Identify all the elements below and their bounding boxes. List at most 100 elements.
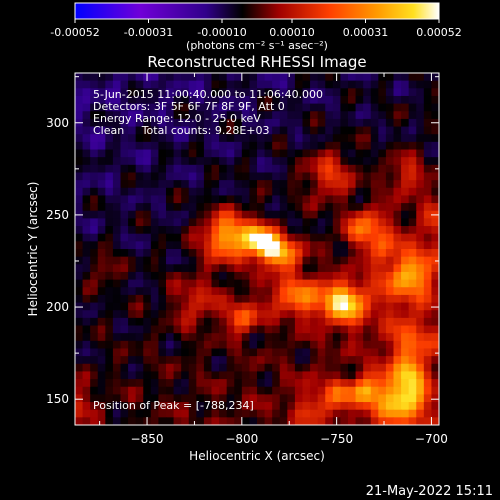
heatmap-cell xyxy=(325,287,334,296)
heatmap-cell xyxy=(90,287,99,296)
heatmap-cell xyxy=(408,195,417,204)
heatmap-cell xyxy=(105,417,114,425)
heatmap-cell xyxy=(203,302,213,311)
heatmap-cell xyxy=(370,409,379,418)
heatmap-cell xyxy=(348,356,357,365)
heatmap-cell xyxy=(166,187,175,197)
heatmap-cell xyxy=(370,157,379,166)
heatmap-cell xyxy=(385,340,395,350)
heatmap-cell xyxy=(249,379,258,388)
heatmap-cell xyxy=(325,233,334,242)
heatmap-cell xyxy=(287,172,296,181)
heatmap-cell xyxy=(97,80,106,89)
heatmap-cell xyxy=(355,256,364,265)
heatmap-cell xyxy=(325,256,334,265)
heatmap-cell xyxy=(135,402,144,411)
heatmap-cell xyxy=(385,294,395,304)
heatmap-cell xyxy=(211,172,220,181)
heatmap-cell xyxy=(370,149,379,158)
heatmap-cell xyxy=(150,386,160,395)
heatmap-cell xyxy=(363,302,372,311)
heatmap-cell xyxy=(279,180,288,189)
heatmap-cell xyxy=(348,279,357,288)
heatmap-cell xyxy=(226,103,235,112)
heatmap-cell xyxy=(378,210,387,219)
heatmap-cell xyxy=(340,379,349,388)
heatmap-cell xyxy=(378,249,387,258)
heatmap-cell xyxy=(264,180,273,189)
heatmap-cell xyxy=(150,271,160,281)
heatmap-cell xyxy=(317,340,326,350)
heatmap-cell xyxy=(401,279,410,288)
heatmap-cell xyxy=(203,164,213,174)
heatmap-cell xyxy=(363,195,372,204)
heatmap-cell xyxy=(257,340,266,350)
heatmap-cell xyxy=(355,264,364,273)
heatmap-cell xyxy=(423,141,433,151)
heatmap-cell xyxy=(249,241,258,250)
heatmap-cell xyxy=(234,333,243,342)
heatmap-cell xyxy=(332,287,342,296)
heatmap-cell xyxy=(370,394,379,403)
heatmap-cell xyxy=(143,111,152,120)
heatmap-cell xyxy=(97,180,106,189)
heatmap-cell xyxy=(181,180,190,189)
heatmap-cell xyxy=(332,141,342,151)
heatmap-cell xyxy=(249,340,258,350)
heatmap-cell xyxy=(340,394,349,403)
heatmap-cell xyxy=(355,310,364,319)
heatmap-cell xyxy=(90,80,99,89)
heatmap-cell xyxy=(416,279,425,288)
heatmap-cell xyxy=(423,180,433,189)
heatmap-cell xyxy=(310,348,319,357)
heatmap-cell xyxy=(112,103,122,112)
heatmap-cell xyxy=(173,241,182,250)
heatmap-cell xyxy=(287,249,296,258)
heatmap-cell xyxy=(355,157,364,166)
heatmap-cell xyxy=(234,402,243,411)
heatmap-cell xyxy=(325,310,334,319)
heatmap-cell xyxy=(423,402,433,411)
heatmap-cell xyxy=(302,379,311,388)
heatmap-cell xyxy=(401,386,410,395)
heatmap-cell xyxy=(385,80,395,89)
heatmap-cell xyxy=(188,95,197,105)
heatmap-cell xyxy=(363,279,372,288)
heatmap-cell xyxy=(181,371,190,380)
heatmap-cell xyxy=(257,317,266,327)
heatmap-cell xyxy=(317,256,326,265)
heatmap-cell xyxy=(264,402,273,411)
heatmap-cell xyxy=(82,317,91,327)
heatmap-cell xyxy=(370,371,379,380)
heatmap-cell xyxy=(264,302,273,311)
heatmap-cell xyxy=(188,302,197,311)
heatmap-cell xyxy=(385,141,395,151)
heatmap-cell xyxy=(340,180,349,189)
heatmap-cell xyxy=(249,394,258,403)
heatmap-cell xyxy=(393,386,402,395)
heatmap-cell xyxy=(325,386,334,395)
heatmap-cell xyxy=(219,287,228,296)
heatmap-cell xyxy=(166,340,175,350)
heatmap-cell xyxy=(279,126,288,135)
heatmap-cell xyxy=(431,157,439,166)
heatmap-cell xyxy=(97,118,106,128)
heatmap-cell xyxy=(150,226,160,235)
heatmap-cell xyxy=(135,210,144,219)
heatmap-cell xyxy=(355,409,364,418)
heatmap-cell xyxy=(158,256,167,265)
heatmap-cell xyxy=(264,310,273,319)
heatmap-cell xyxy=(173,402,182,411)
heatmap-cell xyxy=(211,149,220,158)
heatmap-cell xyxy=(310,118,319,128)
heatmap-cell xyxy=(181,333,190,342)
heatmap-cell xyxy=(416,294,425,304)
heatmap-cell xyxy=(325,356,334,365)
heatmap-cell xyxy=(431,126,439,135)
heatmap-cell xyxy=(166,134,175,143)
heatmap-cell xyxy=(317,279,326,288)
heatmap-cell xyxy=(211,134,220,143)
heatmap-cell xyxy=(196,126,205,135)
heatmap-cell xyxy=(355,88,364,97)
heatmap-cell xyxy=(416,226,425,235)
